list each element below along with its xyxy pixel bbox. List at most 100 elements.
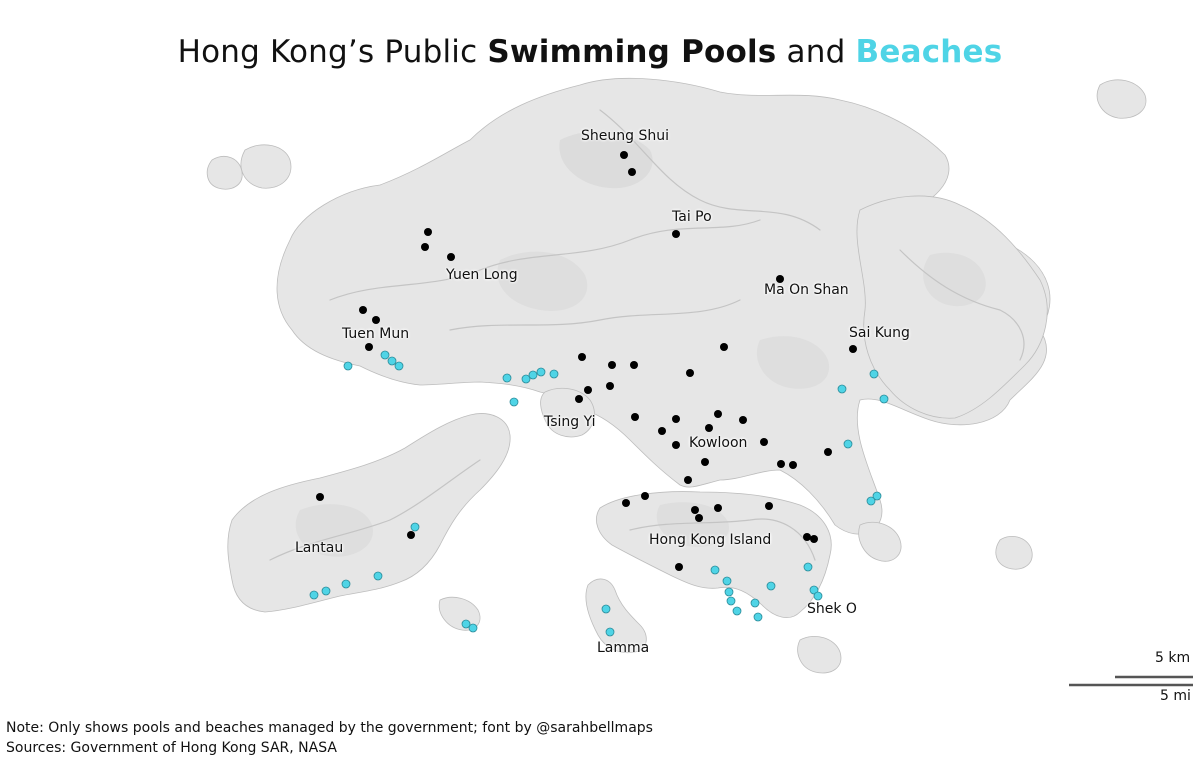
pool-marker — [620, 151, 628, 159]
beach-marker — [309, 590, 319, 600]
beach-marker — [872, 491, 882, 501]
beach-marker — [605, 627, 615, 637]
beach-marker — [341, 579, 351, 589]
new-territories-land — [276, 77, 1051, 535]
pool-marker — [720, 343, 728, 351]
scale-mi-label: 5 mi — [1160, 688, 1191, 704]
pool-marker — [672, 230, 680, 238]
beach-marker — [813, 591, 823, 601]
pool-marker — [658, 427, 666, 435]
pool-marker — [672, 441, 680, 449]
pool-marker — [810, 535, 818, 543]
pool-marker — [714, 410, 722, 418]
pool-marker — [359, 306, 367, 314]
title-joiner: and — [786, 34, 846, 70]
beach-marker — [750, 598, 760, 608]
beach-marker — [753, 612, 763, 622]
pool-marker — [631, 413, 639, 421]
pool-marker — [575, 395, 583, 403]
sai-kung-peninsula-land — [856, 195, 1048, 419]
title-beaches: Beaches — [855, 34, 1003, 70]
beach-marker — [373, 571, 383, 581]
beach-marker — [724, 587, 734, 597]
beach-marker — [732, 606, 742, 616]
beach-marker — [536, 367, 546, 377]
beach-marker — [809, 585, 819, 595]
pool-marker — [365, 343, 373, 351]
pool-marker — [691, 506, 699, 514]
beach-marker — [710, 565, 720, 575]
label-lantau: Lantau — [295, 540, 344, 556]
pool-marker — [372, 316, 380, 324]
pool-marker — [701, 458, 709, 466]
beach-marker — [461, 619, 471, 629]
pool-marker — [672, 415, 680, 423]
pool-markers — [316, 151, 857, 571]
pool-marker — [421, 243, 429, 251]
beach-marker — [468, 623, 478, 633]
beach-marker — [869, 369, 879, 379]
pool-marker — [407, 531, 415, 539]
pool-marker — [641, 492, 649, 500]
beach-marker — [509, 397, 519, 407]
pool-marker — [316, 493, 324, 501]
beach-marker — [410, 522, 420, 532]
pool-marker — [765, 502, 773, 510]
label-ma-on-shan: Ma On Shan — [764, 282, 849, 298]
beach-marker — [803, 562, 813, 572]
lantau-land — [227, 413, 511, 613]
beach-marker — [394, 361, 404, 371]
scale-km-label: 5 km — [1155, 650, 1191, 666]
label-hong-kong-island: Hong Kong Island — [649, 532, 772, 548]
pool-marker — [686, 369, 694, 377]
beach-marker — [502, 373, 512, 383]
pool-marker — [606, 382, 614, 390]
beach-marker — [879, 394, 889, 404]
pool-marker — [789, 461, 797, 469]
pool-marker — [628, 168, 636, 176]
note-text: Note: Only shows pools and beaches manag… — [6, 720, 653, 736]
pool-marker — [849, 345, 857, 353]
pool-marker — [608, 361, 616, 369]
beach-marker — [549, 369, 559, 379]
sources-text: Sources: Government of Hong Kong SAR, NA… — [6, 740, 337, 756]
beach-marker — [726, 596, 736, 606]
pool-marker — [584, 386, 592, 394]
label-kowloon: Kowloon — [689, 435, 748, 451]
beach-marker — [521, 374, 531, 384]
beach-marker — [380, 350, 390, 360]
lamma-land — [585, 578, 647, 654]
pool-marker — [695, 514, 703, 522]
beach-marker — [343, 361, 353, 371]
pool-marker — [705, 424, 713, 432]
label-sheung-shui: Sheung Shui — [581, 128, 669, 144]
pool-marker — [760, 438, 768, 446]
pool-marker — [777, 460, 785, 468]
label-tai-po: Tai Po — [672, 209, 712, 225]
title-pools: Swimming Pools — [487, 34, 777, 70]
beach-markers — [309, 350, 889, 637]
title-prefix: Hong Kong’s Public — [177, 34, 478, 70]
beach-marker — [528, 370, 538, 380]
pool-marker — [714, 504, 722, 512]
beach-marker — [766, 581, 776, 591]
pool-marker — [803, 533, 811, 541]
beach-marker — [843, 439, 853, 449]
label-sai-kung: Sai Kung — [849, 325, 910, 341]
pool-marker — [578, 353, 586, 361]
beach-marker — [601, 604, 611, 614]
label-shek-o: Shek O — [807, 601, 857, 617]
pool-marker — [622, 499, 630, 507]
beach-marker — [837, 384, 847, 394]
label-tuen-mun: Tuen Mun — [342, 326, 410, 342]
pool-marker — [776, 275, 784, 283]
beach-marker — [866, 496, 876, 506]
pool-marker — [675, 563, 683, 571]
beach-marker — [387, 356, 397, 366]
label-yuen-long: Yuen Long — [446, 267, 518, 283]
beach-marker — [321, 586, 331, 596]
map-title: Hong Kong’s Public Swimming Pools and Be… — [0, 34, 1180, 70]
pool-marker — [424, 228, 432, 236]
label-tsing-yi: Tsing Yi — [544, 414, 596, 430]
